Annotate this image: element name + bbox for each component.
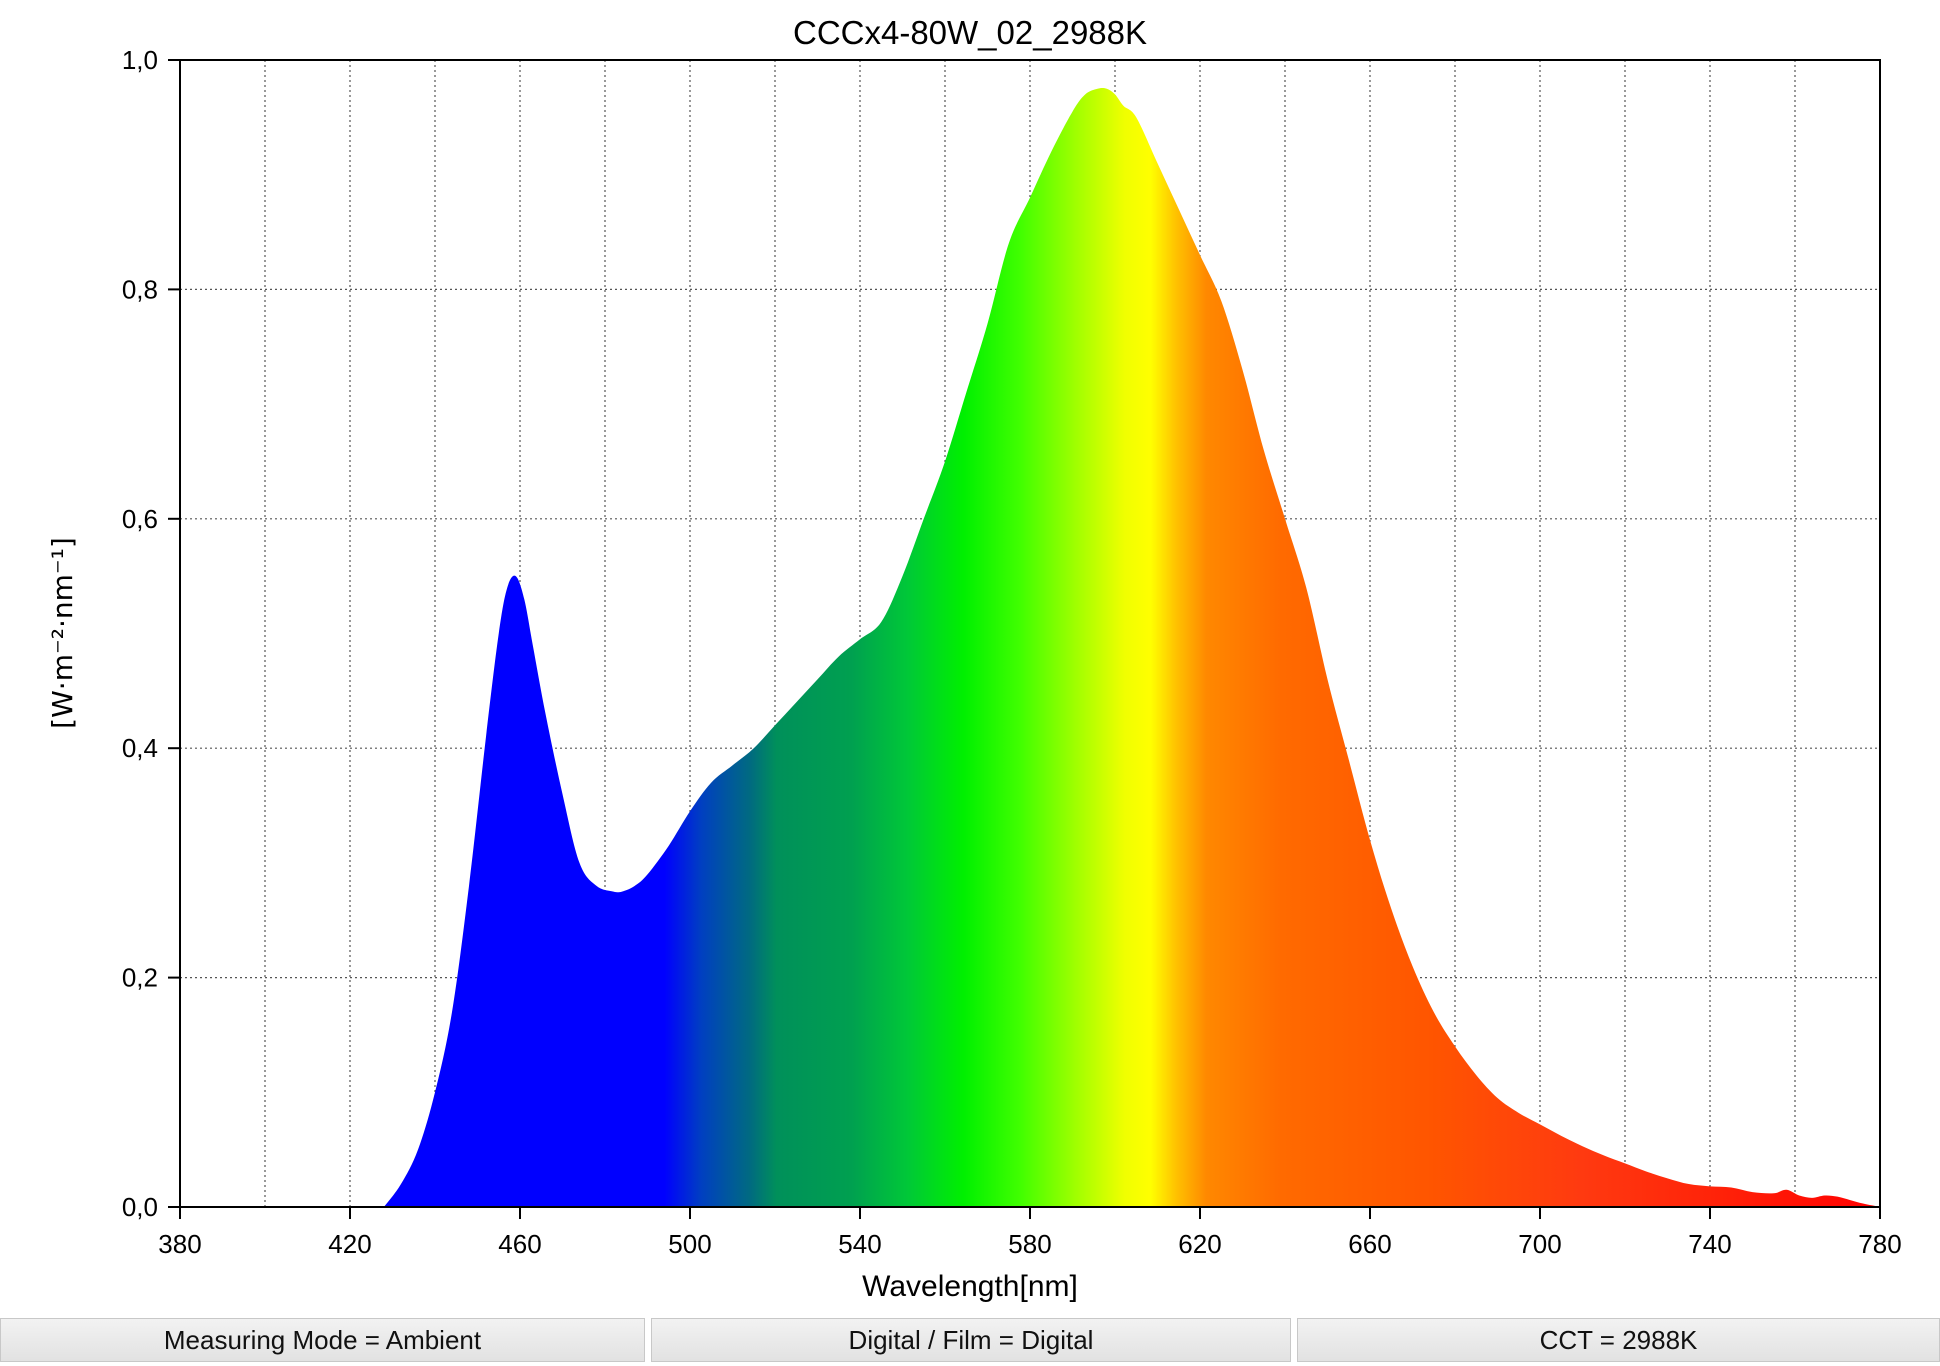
measuring-mode-panel: Measuring Mode = Ambient bbox=[0, 1318, 645, 1362]
x-tick-label: 380 bbox=[158, 1229, 201, 1259]
y-tick-label: 1,0 bbox=[122, 45, 158, 75]
status-bar: Measuring Mode = Ambient Digital / Film … bbox=[0, 1318, 1940, 1364]
y-tick-label: 0,8 bbox=[122, 274, 158, 304]
x-tick-label: 700 bbox=[1518, 1229, 1561, 1259]
axis-ticks: 380 420 460 500 540 580 620 660 700 740 780 0,0 0,2 0… bbox=[122, 45, 1902, 1259]
measuring-mode-text: Measuring Mode = Ambient bbox=[163, 1324, 482, 1355]
digital-film-text: Digital / Film = Digital bbox=[848, 1324, 1094, 1355]
x-tick-label: 740 bbox=[1688, 1229, 1731, 1259]
y-tick-label: 0,4 bbox=[122, 733, 158, 763]
y-tick-label: 0,6 bbox=[122, 504, 158, 534]
spectrum-chart: 380 420 460 500 540 580 620 660 700 740 780 0,0 0,2 0… bbox=[46, 14, 1902, 1303]
chart-title: CCCx4-80W_02_2988K bbox=[793, 14, 1147, 51]
x-axis-label: Wavelength[nm] bbox=[862, 1270, 1078, 1303]
x-tick-label: 540 bbox=[838, 1229, 881, 1259]
x-tick-label: 460 bbox=[498, 1229, 541, 1259]
y-tick-label: 0,0 bbox=[122, 1192, 158, 1222]
spectrum-area bbox=[384, 87, 1880, 1207]
x-tick-label: 780 bbox=[1858, 1229, 1901, 1259]
x-tick-label: 620 bbox=[1178, 1229, 1221, 1259]
digital-film-panel: Digital / Film = Digital bbox=[651, 1318, 1291, 1362]
x-tick-label: 420 bbox=[328, 1229, 371, 1259]
cct-panel: CCT = 2988K bbox=[1297, 1318, 1940, 1362]
y-tick-label: 0,2 bbox=[122, 963, 158, 993]
x-tick-label: 500 bbox=[668, 1229, 711, 1259]
y-axis-label: [W·m⁻²·nm⁻¹] bbox=[46, 537, 79, 729]
x-tick-label: 580 bbox=[1008, 1229, 1051, 1259]
x-tick-label: 660 bbox=[1348, 1229, 1391, 1259]
cct-text: CCT = 2988K bbox=[1539, 1324, 1698, 1355]
